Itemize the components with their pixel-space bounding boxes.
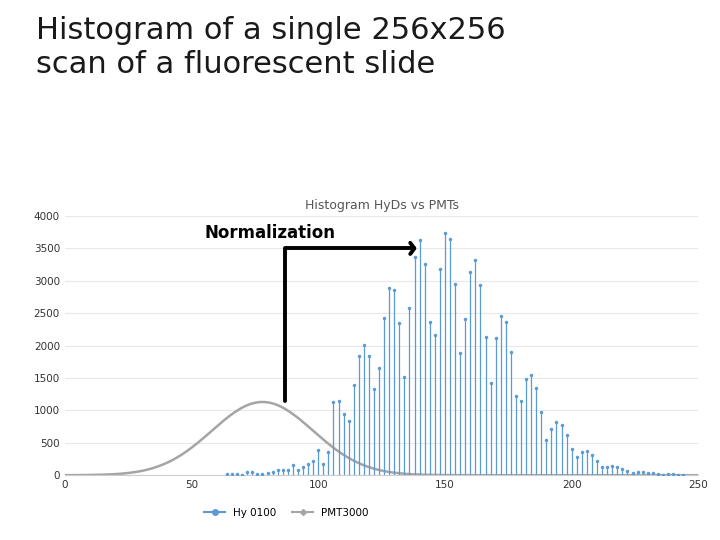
Text: Histogram of a single 256x256
scan of a fluorescent slide: Histogram of a single 256x256 scan of a … (36, 16, 505, 79)
Title: Histogram HyDs vs PMTs: Histogram HyDs vs PMTs (305, 199, 459, 212)
Legend: Hy 0100, PMT3000: Hy 0100, PMT3000 (200, 503, 373, 522)
Text: Normalization: Normalization (204, 224, 336, 242)
